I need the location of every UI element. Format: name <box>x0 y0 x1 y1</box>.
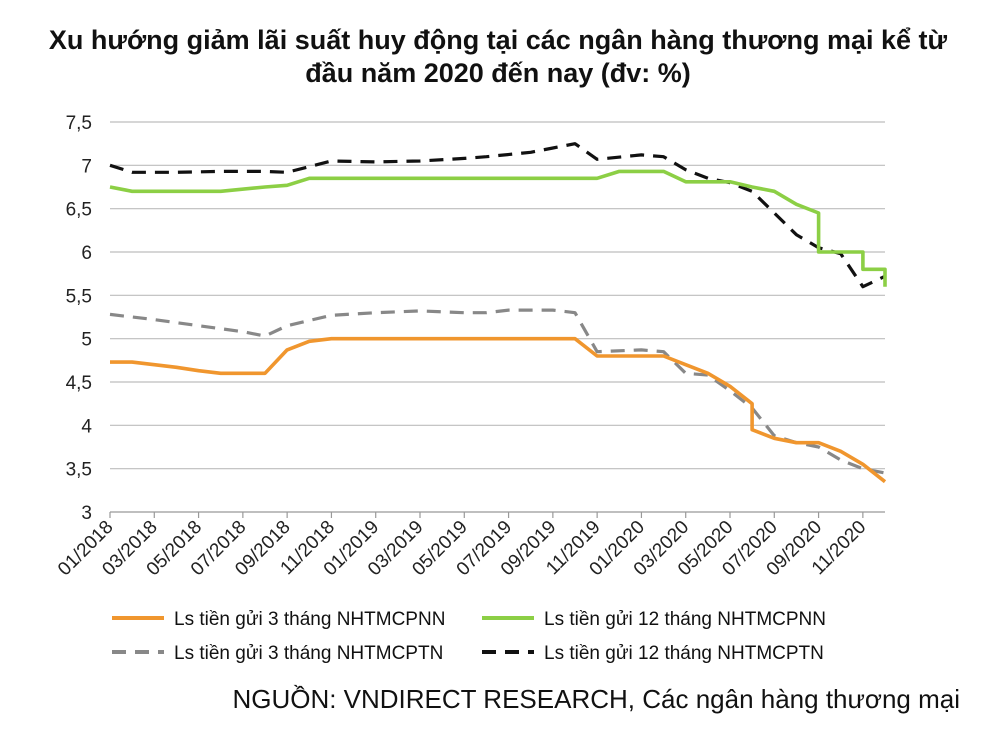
legend-label: Ls tiền gửi 12 tháng NHTMCPNN <box>544 609 826 630</box>
gridlines <box>110 121 885 513</box>
legend-label: Ls tiền gửi 12 tháng NHTMCPTN <box>544 643 824 664</box>
y-tick-label: 7 <box>81 156 92 177</box>
series-lines <box>109 142 887 484</box>
series-line-4 <box>109 142 886 289</box>
legend: Ls tiền gửi 3 tháng NHTMCPNN Ls tiền gửi … <box>112 609 826 664</box>
chart-title: Xu hướng giảm lãi suất huy động tại các … <box>48 25 948 88</box>
y-tick-label: 4,5 <box>66 373 92 394</box>
y-axis-ticks: 3 3,5 4 4,5 5 5,5 6 6,5 7 7,5 <box>66 113 93 524</box>
legend-label: Ls tiền gửi 3 tháng NHTMCPNN <box>174 609 445 630</box>
y-tick-label: 5,5 <box>66 286 92 307</box>
y-tick-label: 3 <box>81 503 92 524</box>
y-tick-label: 4 <box>81 416 92 437</box>
series-line-2 <box>109 169 887 287</box>
y-tick-label: 5 <box>81 330 92 351</box>
legend-label: Ls tiền gửi 3 tháng NHTMCPTN <box>174 643 443 664</box>
series-line-1 <box>110 336 887 484</box>
source-note: NGUỒN: VNDIRECT RESEARCH, Các ngân hàng … <box>232 684 960 714</box>
y-tick-label: 7,5 <box>66 113 92 134</box>
series-line-3 <box>109 308 886 475</box>
y-tick-label: 3,5 <box>66 460 92 481</box>
y-tick-label: 6,5 <box>66 200 92 221</box>
x-axis-ticks: 01/201803/201805/201807/201809/201811/20… <box>54 512 870 580</box>
y-tick-label: 6 <box>81 243 92 264</box>
